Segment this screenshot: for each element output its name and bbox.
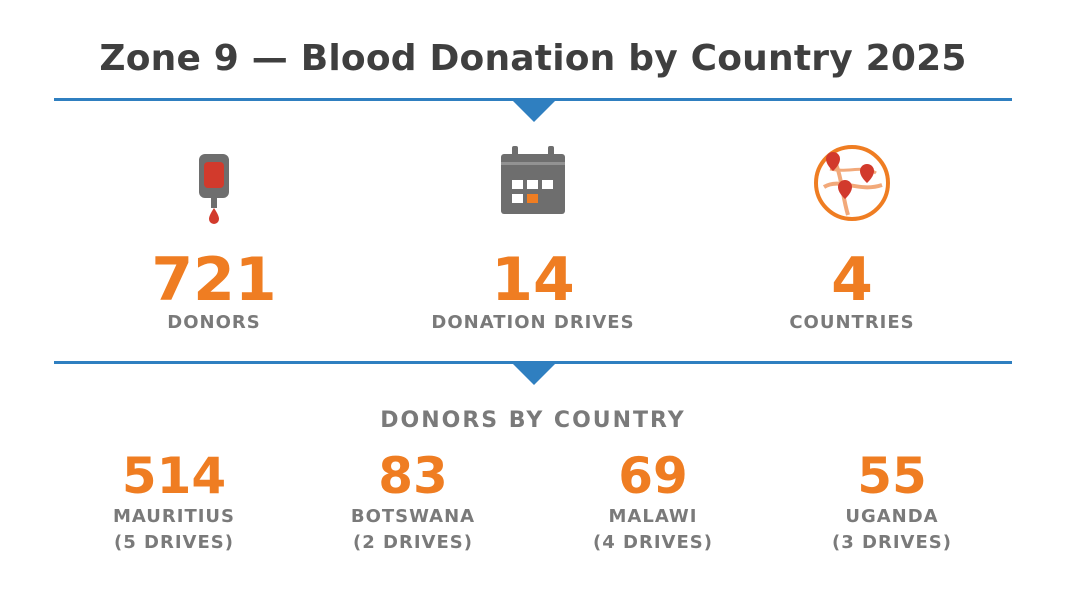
- stat-label-countries: COUNTRIES: [789, 312, 915, 333]
- top-divider: [54, 98, 1012, 101]
- country-drives: (2 DRIVES): [353, 532, 473, 553]
- country-drives: (5 DRIVES): [114, 532, 234, 553]
- country-value: 83: [378, 447, 448, 505]
- middle-divider: [54, 361, 1012, 364]
- country-value: 55: [857, 447, 927, 505]
- country-name: MAURITIUS: [112, 506, 236, 527]
- section-title: DONORS BY COUNTRY: [380, 408, 686, 433]
- country-card: 55 UGANDA (3 DRIVES): [782, 448, 1002, 556]
- country-name: BOTSWANA: [350, 506, 476, 527]
- country-card: 514 MAURITIUS (5 DRIVES): [64, 448, 284, 556]
- stat-label-donors: DONORS: [167, 312, 261, 333]
- middle-divider-pointer: [512, 363, 556, 385]
- country-card: 83 BOTSWANA (2 DRIVES): [303, 448, 523, 556]
- top-divider-pointer: [512, 100, 556, 122]
- country-drives: (3 DRIVES): [832, 532, 952, 553]
- country-name: MALAWI: [608, 506, 698, 527]
- country-card: 69 MALAWI (4 DRIVES): [543, 448, 763, 556]
- stat-value-countries: 4: [831, 245, 873, 315]
- map-pins-icon: [812, 143, 892, 227]
- page-title: Zone 9 — Blood Donation by Country 2025: [99, 38, 967, 79]
- stat-value-donors: 721: [151, 245, 277, 315]
- country-value: 514: [121, 447, 227, 505]
- stat-drives: 14 DONATION DRIVES: [383, 140, 683, 340]
- country-drives: (4 DRIVES): [593, 532, 713, 553]
- blood-bag-icon: [197, 152, 231, 228]
- stat-donors: 721 DONORS: [64, 140, 364, 340]
- stat-value-drives: 14: [491, 245, 575, 315]
- country-value: 69: [618, 447, 688, 505]
- country-name: UGANDA: [845, 506, 939, 527]
- stat-label-drives: DONATION DRIVES: [431, 312, 635, 333]
- stat-countries: 4 COUNTRIES: [702, 140, 1002, 340]
- calendar-icon: [499, 144, 567, 220]
